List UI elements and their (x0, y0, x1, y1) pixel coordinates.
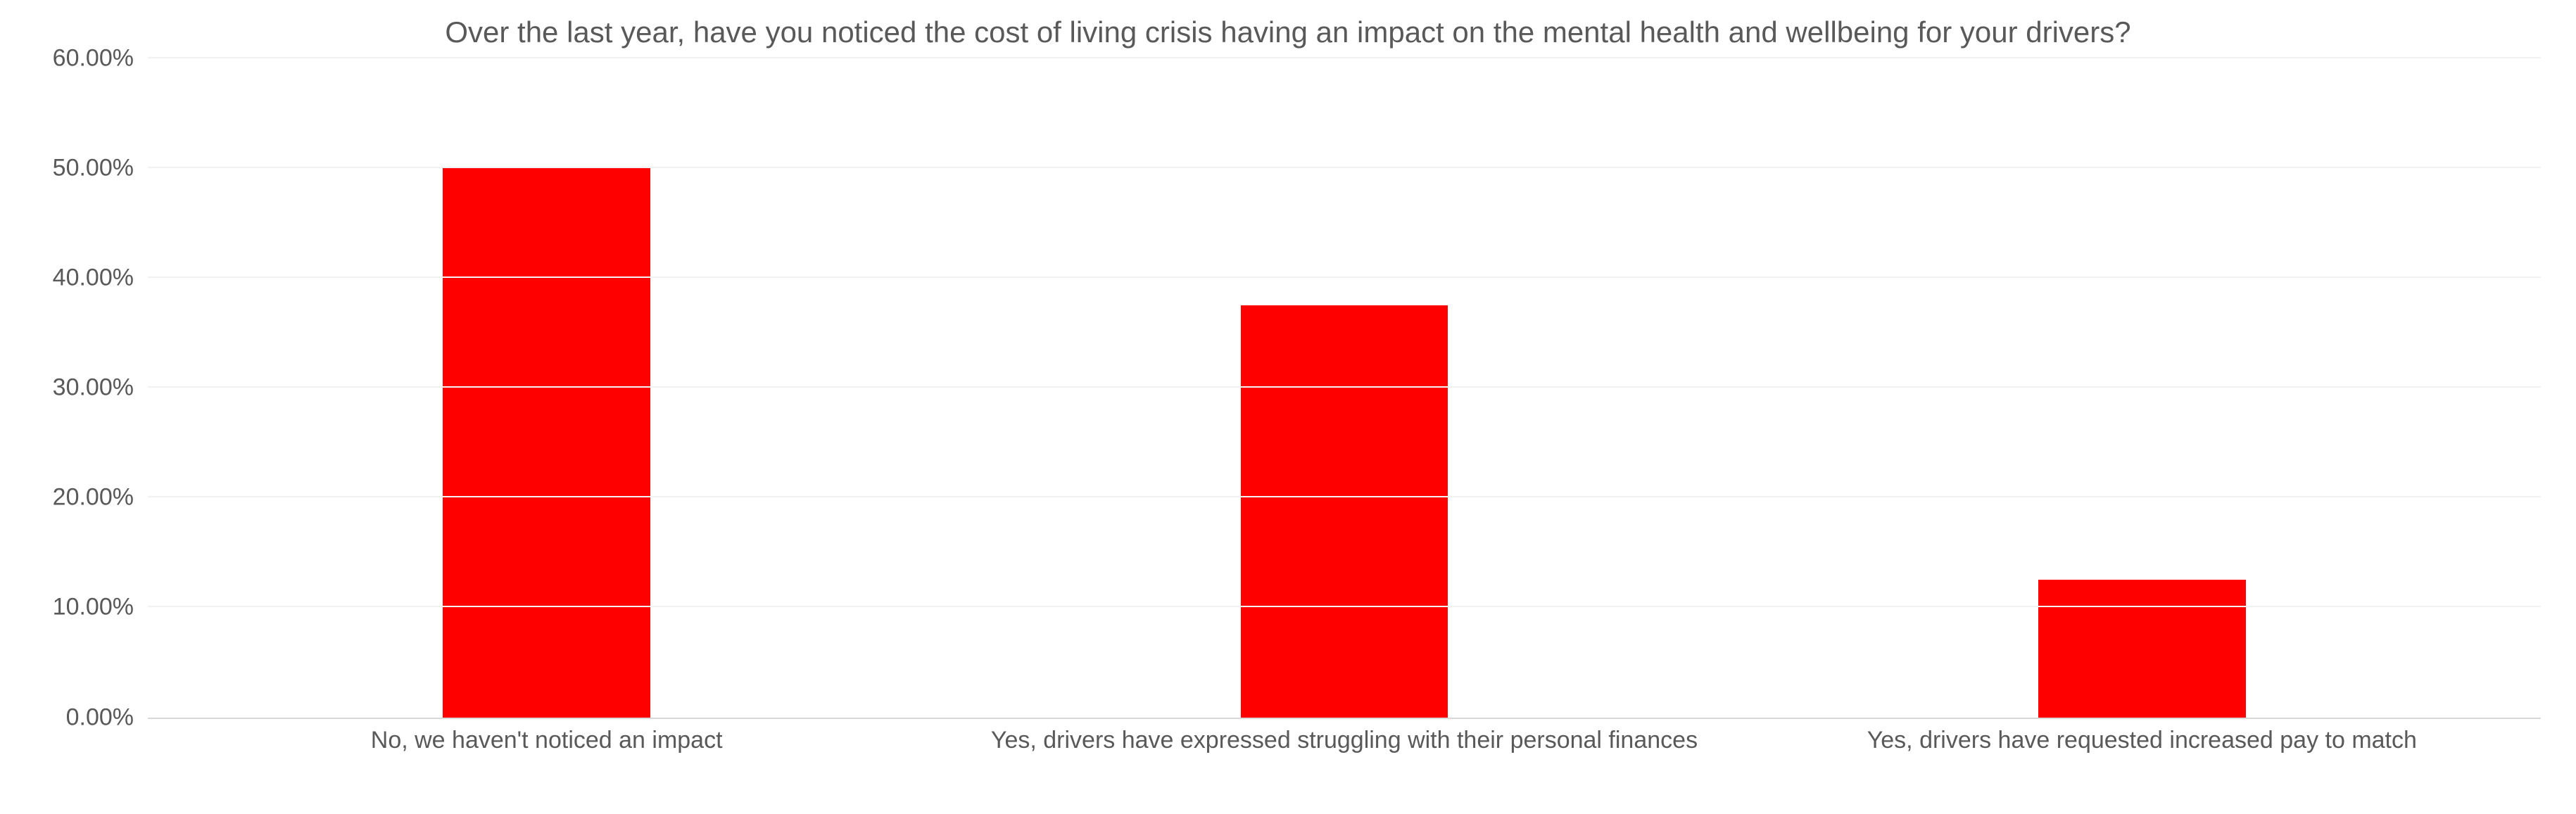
x-axis-tick-label: Yes, drivers have expressed struggling w… (945, 726, 1743, 755)
bar (443, 168, 650, 718)
x-axis-tick-label: Yes, drivers have requested increased pa… (1743, 726, 2541, 755)
y-axis-tick-label: 60.00% (53, 44, 148, 72)
y-axis-tick-label: 50.00% (53, 154, 148, 182)
bar-slot (1743, 58, 2541, 718)
gridline (148, 386, 2541, 388)
y-axis-tick-label: 40.00% (53, 264, 148, 291)
bar-slot (148, 58, 945, 718)
gridline (148, 57, 2541, 58)
bar (1241, 305, 1448, 718)
gridline (148, 167, 2541, 168)
y-axis-tick-label: 30.00% (53, 374, 148, 402)
y-axis-tick-label: 20.00% (53, 484, 148, 511)
x-axis-labels: No, we haven't noticed an impactYes, dri… (21, 726, 2555, 755)
y-axis-tick-label: 10.00% (53, 594, 148, 621)
gridline (148, 276, 2541, 278)
bar-chart: Over the last year, have you noticed the… (0, 0, 2576, 814)
plot-wrap: 0.00%10.00%20.00%30.00%40.00%50.00%60.00… (21, 58, 2555, 718)
plot-area: 0.00%10.00%20.00%30.00%40.00%50.00%60.00… (148, 58, 2541, 719)
bar-slot (945, 58, 1743, 718)
gridline (148, 496, 2541, 497)
x-axis-tick-label: No, we haven't noticed an impact (148, 726, 945, 755)
bars-group (148, 58, 2541, 718)
chart-title: Over the last year, have you noticed the… (148, 14, 2428, 51)
y-axis-tick-label: 0.00% (66, 704, 148, 731)
bar (2038, 580, 2246, 717)
gridline (148, 606, 2541, 607)
